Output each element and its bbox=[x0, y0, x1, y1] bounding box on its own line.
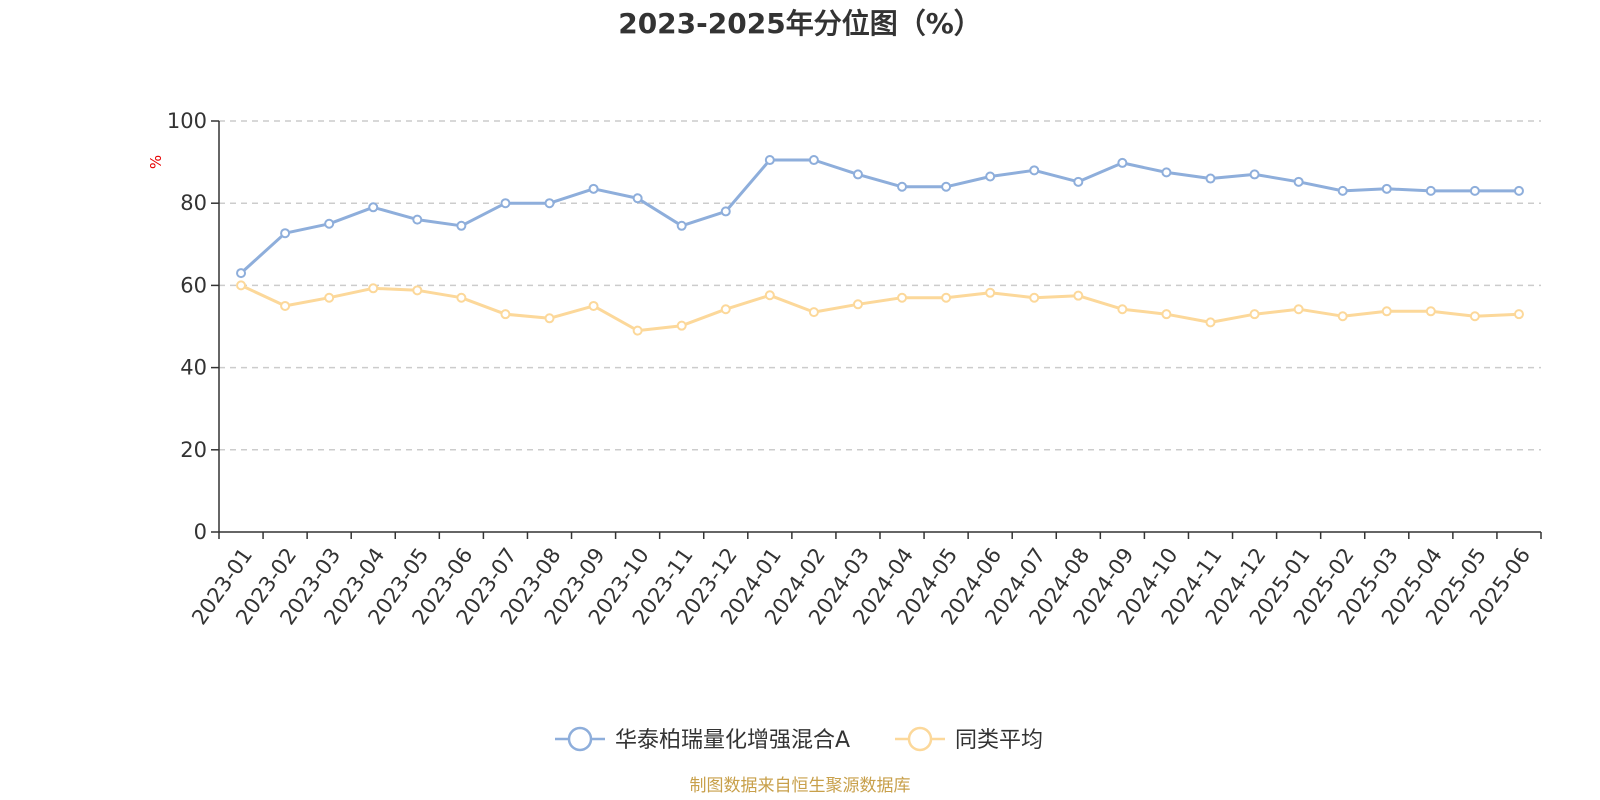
data-point[interactable] bbox=[985, 171, 996, 182]
data-point[interactable] bbox=[544, 313, 555, 324]
y-tick-label: 80 bbox=[180, 191, 207, 215]
data-point[interactable] bbox=[1337, 185, 1348, 196]
data-point[interactable] bbox=[1381, 183, 1392, 194]
series-layer bbox=[236, 155, 1524, 336]
data-point[interactable] bbox=[852, 299, 863, 310]
data-point[interactable] bbox=[368, 283, 379, 294]
y-tick-label: 0 bbox=[194, 520, 207, 544]
data-point[interactable] bbox=[1161, 167, 1172, 178]
data-point[interactable] bbox=[985, 287, 996, 298]
data-point[interactable] bbox=[500, 198, 511, 209]
legend-marker-icon bbox=[567, 726, 593, 752]
data-point[interactable] bbox=[1469, 185, 1480, 196]
data-point[interactable] bbox=[1337, 311, 1348, 322]
source-note: 制图数据来自恒生聚源数据库 bbox=[690, 776, 911, 796]
data-point[interactable] bbox=[897, 181, 908, 192]
data-point[interactable] bbox=[324, 292, 335, 303]
data-point[interactable] bbox=[632, 325, 643, 336]
data-point[interactable] bbox=[1073, 176, 1084, 187]
series-line-1 bbox=[240, 284, 1520, 333]
data-point[interactable] bbox=[1029, 165, 1040, 176]
series-1 bbox=[236, 280, 1524, 336]
data-point[interactable] bbox=[632, 193, 643, 204]
data-point[interactable] bbox=[720, 304, 731, 315]
y-tick-label: 40 bbox=[180, 356, 207, 380]
data-point[interactable] bbox=[236, 268, 247, 279]
x-tick-labels: 2023-012023-022023-032023-042023-052023-… bbox=[187, 544, 1535, 630]
y-tick-label: 60 bbox=[180, 273, 207, 297]
data-point[interactable] bbox=[412, 214, 423, 225]
data-point[interactable] bbox=[941, 292, 952, 303]
data-point[interactable] bbox=[1249, 309, 1260, 320]
data-point[interactable] bbox=[897, 292, 908, 303]
data-point[interactable] bbox=[412, 285, 423, 296]
data-point[interactable] bbox=[324, 218, 335, 229]
legend[interactable]: 华泰柏瑞量化增强混合A 同类平均 bbox=[555, 726, 1043, 753]
data-point[interactable] bbox=[1161, 309, 1172, 320]
data-point[interactable] bbox=[1117, 304, 1128, 315]
legend-item-0[interactable]: 华泰柏瑞量化增强混合A bbox=[555, 726, 850, 753]
data-point[interactable] bbox=[1513, 309, 1524, 320]
data-point[interactable] bbox=[1205, 173, 1216, 184]
data-point[interactable] bbox=[1381, 306, 1392, 317]
data-point[interactable] bbox=[1073, 290, 1084, 301]
data-point[interactable] bbox=[544, 198, 555, 209]
legend-marker-icon bbox=[907, 726, 933, 752]
data-point[interactable] bbox=[808, 155, 819, 166]
data-point[interactable] bbox=[720, 206, 731, 217]
legend-item-1[interactable]: 同类平均 bbox=[895, 726, 1043, 753]
data-point[interactable] bbox=[1425, 185, 1436, 196]
data-point[interactable] bbox=[500, 309, 511, 320]
data-point[interactable] bbox=[852, 169, 863, 180]
data-point[interactable] bbox=[280, 228, 291, 239]
data-point[interactable] bbox=[1205, 317, 1216, 328]
data-point[interactable] bbox=[1249, 169, 1260, 180]
data-point[interactable] bbox=[456, 220, 467, 231]
data-point[interactable] bbox=[1029, 292, 1040, 303]
data-point[interactable] bbox=[676, 220, 687, 231]
chart-title: 2023-2025年分位图（%） bbox=[618, 7, 982, 40]
series-0 bbox=[236, 155, 1524, 279]
y-tick-label: 100 bbox=[167, 109, 207, 133]
data-point[interactable] bbox=[280, 300, 291, 311]
data-point[interactable] bbox=[1425, 306, 1436, 317]
y-axis-label: % bbox=[147, 155, 165, 169]
legend-label: 华泰柏瑞量化增强混合A bbox=[615, 728, 850, 753]
data-point[interactable] bbox=[764, 290, 775, 301]
grid-lines bbox=[219, 120, 1541, 451]
data-point[interactable] bbox=[1469, 311, 1480, 322]
data-point[interactable] bbox=[808, 307, 819, 318]
data-point[interactable] bbox=[1513, 185, 1524, 196]
data-point[interactable] bbox=[236, 280, 247, 291]
axes bbox=[211, 120, 1542, 539]
data-point[interactable] bbox=[588, 183, 599, 194]
data-point[interactable] bbox=[456, 292, 467, 303]
data-point[interactable] bbox=[1293, 304, 1304, 315]
data-point[interactable] bbox=[676, 320, 687, 331]
data-point[interactable] bbox=[941, 181, 952, 192]
data-point[interactable] bbox=[1293, 176, 1304, 187]
series-line-0 bbox=[239, 158, 1519, 275]
data-point[interactable] bbox=[368, 202, 379, 213]
y-tick-labels: 0 20 40 60 80 100 bbox=[167, 109, 207, 544]
data-point[interactable] bbox=[1117, 157, 1128, 168]
y-tick-label: 20 bbox=[180, 438, 207, 462]
data-point[interactable] bbox=[764, 155, 775, 166]
data-point[interactable] bbox=[588, 300, 599, 311]
legend-label: 同类平均 bbox=[955, 728, 1043, 753]
